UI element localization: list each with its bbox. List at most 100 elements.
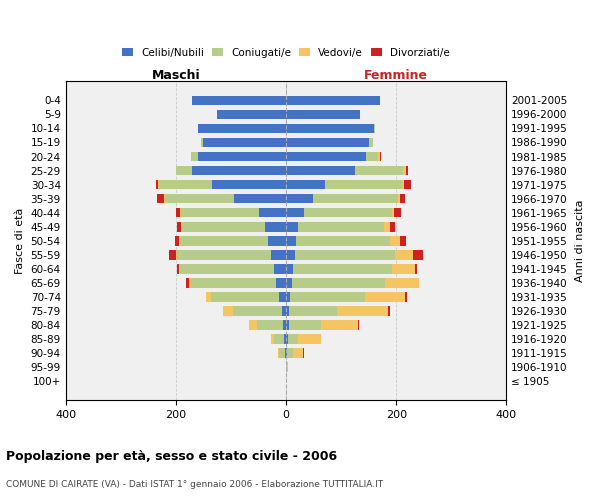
Bar — [286, 278, 292, 287]
Bar — [385, 278, 419, 287]
Bar — [181, 222, 182, 232]
Bar — [177, 222, 181, 232]
Bar — [176, 250, 177, 260]
Bar — [233, 306, 281, 316]
Bar — [286, 306, 289, 316]
Bar — [164, 194, 165, 203]
Bar — [286, 138, 369, 147]
Bar — [355, 166, 403, 175]
Bar — [378, 152, 380, 162]
Bar — [188, 278, 191, 287]
Bar — [181, 208, 259, 218]
Bar — [187, 278, 188, 287]
Bar — [198, 152, 286, 162]
Bar — [286, 110, 361, 120]
Bar — [286, 250, 295, 260]
Bar — [191, 152, 198, 162]
Bar — [286, 180, 325, 190]
Bar — [292, 278, 385, 287]
Bar — [283, 320, 286, 330]
Bar — [289, 320, 321, 330]
Bar — [286, 124, 374, 134]
Bar — [400, 236, 406, 246]
Bar — [286, 152, 366, 162]
Bar — [374, 124, 376, 134]
Bar — [234, 194, 286, 203]
Bar — [175, 236, 179, 246]
Bar — [201, 138, 203, 147]
Bar — [389, 236, 400, 246]
Bar — [284, 334, 286, 344]
Bar — [287, 362, 288, 372]
Bar — [366, 152, 378, 162]
Bar — [392, 208, 394, 218]
Bar — [281, 306, 286, 316]
Bar — [394, 208, 401, 218]
Bar — [180, 264, 274, 274]
Bar — [403, 166, 406, 175]
Bar — [293, 348, 302, 358]
Bar — [286, 292, 290, 302]
Bar — [286, 208, 304, 218]
Bar — [285, 348, 286, 358]
Bar — [286, 96, 380, 106]
Bar — [180, 208, 181, 218]
Bar — [193, 96, 286, 106]
Bar — [395, 250, 413, 260]
Bar — [302, 348, 304, 358]
Y-axis label: Fasce di età: Fasce di età — [15, 208, 25, 274]
Bar — [286, 222, 298, 232]
Bar — [406, 166, 408, 175]
Bar — [398, 194, 400, 203]
Bar — [249, 320, 257, 330]
Bar — [369, 138, 373, 147]
Bar — [265, 222, 286, 232]
Bar — [180, 236, 268, 246]
Bar — [298, 334, 322, 344]
Bar — [280, 292, 286, 302]
Bar — [206, 292, 211, 302]
Bar — [321, 320, 358, 330]
Bar — [325, 180, 402, 190]
Bar — [413, 250, 422, 260]
Bar — [179, 264, 180, 274]
Bar — [280, 348, 285, 358]
Bar — [268, 236, 286, 246]
Bar — [223, 306, 233, 316]
Bar — [271, 250, 286, 260]
Bar — [193, 166, 286, 175]
Bar — [358, 320, 359, 330]
Bar — [191, 278, 276, 287]
Bar — [286, 236, 296, 246]
Text: COMUNE DI CAIRATE (VA) - Dati ISTAT 1° gennaio 2006 - Elaborazione TUTTITALIA.IT: COMUNE DI CAIRATE (VA) - Dati ISTAT 1° g… — [6, 480, 383, 489]
Bar — [313, 194, 398, 203]
Bar — [286, 166, 355, 175]
Legend: Celibi/Nubili, Coniugati/e, Vedovi/e, Divorziati/e: Celibi/Nubili, Coniugati/e, Vedovi/e, Di… — [122, 48, 450, 58]
Bar — [177, 264, 179, 274]
Text: Popolazione per età, sesso e stato civile - 2006: Popolazione per età, sesso e stato civil… — [6, 450, 337, 463]
Bar — [383, 222, 390, 232]
Bar — [288, 334, 298, 344]
Bar — [415, 264, 417, 274]
Y-axis label: Anni di nascita: Anni di nascita — [575, 200, 585, 282]
Bar — [165, 194, 234, 203]
Bar — [286, 264, 293, 274]
Bar — [276, 278, 286, 287]
Bar — [287, 348, 293, 358]
Bar — [388, 306, 390, 316]
Bar — [402, 180, 404, 190]
Bar — [286, 362, 287, 372]
Bar — [290, 292, 365, 302]
Bar — [295, 250, 395, 260]
Bar — [380, 152, 382, 162]
Bar — [274, 334, 284, 344]
Bar — [404, 292, 407, 302]
Bar — [177, 250, 271, 260]
Bar — [293, 264, 392, 274]
Bar — [298, 222, 383, 232]
Bar — [176, 166, 193, 175]
Bar — [212, 180, 286, 190]
Bar — [390, 222, 395, 232]
Text: Maschi: Maschi — [152, 69, 200, 82]
Bar — [286, 334, 288, 344]
